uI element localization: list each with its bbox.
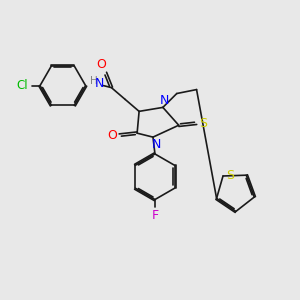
Text: O: O xyxy=(107,129,117,142)
Text: S: S xyxy=(200,117,208,130)
Text: F: F xyxy=(152,209,158,222)
Text: N: N xyxy=(95,77,104,90)
Text: N: N xyxy=(160,94,170,107)
Text: Cl: Cl xyxy=(16,79,28,92)
Text: S: S xyxy=(226,169,234,182)
Text: N: N xyxy=(151,138,160,151)
Text: H: H xyxy=(90,76,98,85)
Text: O: O xyxy=(97,58,106,71)
